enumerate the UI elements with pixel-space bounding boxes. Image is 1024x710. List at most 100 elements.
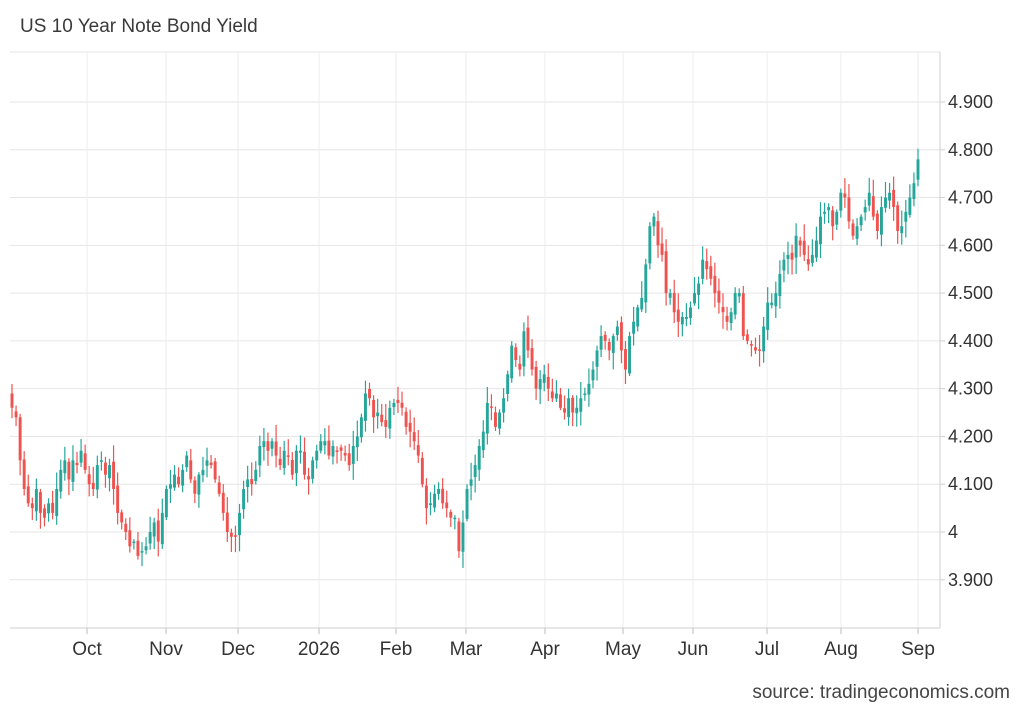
candle-body (197, 474, 201, 495)
x-tick-label: Feb (380, 639, 413, 660)
y-tick-label: 4.800 (948, 140, 993, 160)
candle-body (908, 197, 912, 215)
x-tick-label: 2026 (298, 639, 340, 660)
candle-body (790, 252, 794, 260)
candle-body (676, 309, 680, 322)
candle-body (429, 503, 432, 506)
candle-body (628, 336, 632, 374)
x-tick-label: Apr (530, 639, 560, 660)
candle-body (298, 450, 302, 453)
candle-body (766, 302, 770, 330)
candle-body (71, 460, 75, 482)
candle-body (112, 461, 116, 489)
x-tick-label: Mar (450, 639, 483, 660)
candle-body (684, 316, 688, 319)
candle-body (737, 293, 741, 297)
candle-body (185, 455, 189, 468)
candle-body (904, 211, 908, 222)
candle-body (851, 223, 855, 236)
candle-body (229, 532, 233, 537)
candle-body (563, 408, 567, 413)
candle-body (571, 397, 575, 413)
candle-body (221, 492, 225, 513)
candle-body (705, 261, 709, 270)
candle-body (26, 486, 30, 504)
candle-body (168, 484, 172, 489)
candle-body (823, 211, 827, 214)
candle-body (124, 523, 128, 532)
x-tick-label: Dec (221, 639, 255, 660)
candle-body (494, 412, 497, 427)
candle-body (449, 511, 453, 518)
candle-body (351, 445, 355, 464)
candle-body (749, 344, 753, 346)
candle-body (786, 254, 790, 259)
candle-body (664, 251, 668, 294)
candle-body (741, 293, 745, 337)
source-label: source: tradingeconomics.com (752, 682, 1010, 703)
candle-body (538, 379, 542, 390)
candle-body (181, 469, 185, 486)
candle-body (888, 192, 892, 201)
y-tick-label: 4.500 (948, 283, 993, 303)
candle-body (867, 192, 871, 206)
candle-body (745, 334, 749, 341)
candle-body (587, 383, 591, 395)
candle-body (644, 264, 648, 303)
candle-body (372, 399, 376, 418)
candle-body (294, 450, 298, 474)
candle-body (156, 520, 160, 542)
candle-body (619, 322, 623, 351)
candle-body (863, 207, 867, 213)
candle-body (242, 488, 246, 510)
candle-body (680, 316, 684, 325)
candle-body (278, 458, 282, 466)
candle-body (782, 259, 786, 271)
candle-body (481, 431, 485, 451)
candle-body (213, 461, 217, 480)
candle-body (514, 347, 518, 360)
candle-body (331, 445, 335, 457)
candle-body (709, 266, 713, 279)
candle-body (554, 393, 558, 399)
candle-body (754, 347, 757, 351)
candle-body (201, 469, 205, 476)
candle-body (128, 530, 132, 547)
candle-body (51, 502, 55, 513)
candle-body (900, 226, 904, 234)
candle-body (254, 469, 258, 482)
candle-body (262, 441, 266, 448)
candle-body (595, 350, 599, 367)
candle-body (693, 293, 697, 304)
candle-body (473, 465, 477, 478)
candle-body (311, 460, 315, 479)
candle-body (205, 460, 209, 466)
candle-body (713, 275, 717, 294)
candle-body (335, 450, 339, 452)
candle-body (266, 441, 270, 451)
candle-body (827, 207, 831, 211)
candle-body (559, 394, 562, 408)
candle-body (522, 331, 526, 367)
candle-body (400, 402, 404, 408)
candles (10, 148, 920, 568)
candle-body (347, 453, 351, 466)
x-tick-label: Nov (149, 639, 183, 660)
candle-body (648, 226, 652, 264)
candle-body (75, 462, 79, 466)
candle-body (327, 440, 331, 456)
candle-body (14, 411, 18, 418)
candle-body (359, 417, 363, 438)
candle-body (758, 349, 762, 351)
candle-body (396, 399, 400, 403)
candle-body (697, 283, 701, 295)
candle-body (404, 411, 408, 427)
candle-body (238, 512, 241, 536)
candle-body (660, 243, 664, 255)
candle-body (847, 197, 851, 222)
candle-body (624, 349, 627, 370)
chart-title: US 10 Year Note Bond Yield (20, 16, 258, 37)
candle-body (148, 532, 152, 544)
y-tick-label: 3.900 (948, 570, 993, 590)
